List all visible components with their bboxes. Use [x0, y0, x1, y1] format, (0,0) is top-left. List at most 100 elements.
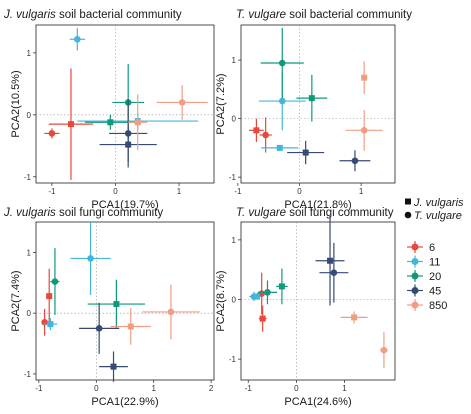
marker-circle — [87, 255, 94, 262]
marker-circle — [262, 131, 269, 139]
x-tick-label: -1 — [35, 384, 43, 393]
legend-circle-icon — [404, 211, 412, 219]
y-tick-label: 1 — [27, 248, 32, 257]
x-tick-label: 0 — [294, 384, 299, 393]
marker-square — [259, 315, 266, 322]
marker-square — [67, 121, 74, 128]
x-tick-label: 0 — [113, 187, 118, 196]
marker-circle — [278, 59, 286, 67]
x-tick-label: -1 — [48, 187, 56, 196]
panel-title-species: J. vulgaris — [3, 9, 56, 21]
data-point-6-square — [258, 305, 267, 332]
data-point-850-circle — [345, 109, 383, 151]
x-tick-label: 1 — [177, 187, 182, 196]
y-axis-label: PCA2(7.2%) — [215, 73, 227, 134]
data-point-20-circle — [260, 27, 304, 99]
data-point-11-square — [253, 293, 261, 300]
marker-circle — [74, 35, 81, 43]
plot-frame — [240, 221, 396, 381]
legend-color-label: 6 — [429, 242, 435, 254]
data-point-11-circle — [70, 222, 111, 295]
data-point-45-circle — [79, 302, 120, 354]
data-point-6-square — [46, 268, 53, 324]
marker-square — [110, 363, 117, 370]
marker-circle — [95, 325, 103, 332]
marker-square — [46, 293, 53, 300]
y-tick-label: -1 — [229, 355, 237, 364]
y-tick-label: 0 — [27, 111, 32, 120]
marker-square — [351, 314, 358, 321]
data-point-45-circle — [339, 150, 371, 172]
y-tick-label: 0 — [232, 296, 237, 305]
data-point-850-circle — [380, 332, 388, 369]
data-point-20-circle — [50, 248, 60, 315]
y-tick-label: 1 — [27, 49, 32, 58]
marker-circle — [48, 130, 56, 137]
marker-square — [125, 141, 132, 148]
panel-title: J. vulgaris soil fungi community — [3, 207, 163, 219]
data-point-20-circle — [257, 280, 278, 305]
y-tick-label: -1 — [24, 370, 32, 379]
legend-color-swatch — [411, 301, 419, 309]
y-tick-label: -1 — [229, 173, 237, 182]
legend-shape-label: J. vulgaris — [413, 197, 464, 209]
panel-2: T. vulgare soil bacterial community -1 0 1 -… — [215, 9, 412, 211]
panel-title-species: T. vulgare — [236, 207, 286, 219]
panel-title-species: J. vulgaris — [3, 207, 56, 219]
plot-frame — [35, 24, 215, 184]
marker-square — [253, 293, 260, 300]
legend-shape-label: T. vulgare — [414, 210, 462, 222]
marker-square — [276, 144, 283, 151]
data-point-6-circle — [44, 128, 60, 139]
marker-circle — [330, 269, 338, 276]
data-point-20-square — [296, 74, 328, 122]
marker-square — [113, 301, 120, 308]
marker-square — [253, 127, 260, 134]
y-tick-label: 1 — [232, 236, 237, 245]
marker-circle — [351, 157, 359, 165]
panel-3: J. vulgaris soil fungi community -1 0 1 2 -1 0… — [3, 207, 215, 408]
marker-square — [308, 95, 315, 102]
y-axis-label: PCA2(7.4%) — [10, 270, 22, 331]
marker-square — [361, 74, 368, 81]
x-tick-label: -1 — [245, 384, 253, 393]
marker-square — [107, 119, 114, 126]
marker-square — [278, 283, 285, 290]
x-axis-label: PCA1(24.6%) — [284, 396, 351, 408]
data-point-20-square — [87, 279, 146, 329]
x-axis-label: PCA1(21.8%) — [284, 199, 351, 211]
x-tick-label: 2 — [209, 384, 214, 393]
legend-color-label: 20 — [429, 271, 441, 283]
panel-title: T. vulgare soil fungi community — [236, 207, 394, 219]
marker-circle — [380, 346, 388, 354]
marker-square — [127, 323, 134, 330]
panel-title-species: T. vulgare — [236, 9, 286, 21]
marker-circle — [51, 278, 59, 285]
data-point-45-square — [287, 140, 325, 165]
marker-square — [327, 257, 334, 264]
x-tick-label: 1 — [342, 384, 347, 393]
marker-circle — [278, 97, 286, 105]
marker-circle — [178, 99, 186, 106]
panel-title-community: soil fungi community — [56, 207, 164, 219]
marker-square — [302, 149, 309, 156]
x-tick-label: 1 — [359, 187, 364, 196]
marker-circle — [167, 308, 175, 316]
y-axis-label: PCA2(10.5%) — [10, 70, 22, 137]
x-tick-label: 0 — [94, 384, 99, 393]
y-tick-label: 1 — [232, 56, 237, 65]
data-point-20-square — [276, 268, 288, 305]
plot-frame — [35, 221, 215, 381]
data-point-6-square — [249, 118, 264, 143]
legend-color-label: 850 — [429, 300, 447, 312]
panel-title-community: soil bacterial community — [286, 9, 412, 21]
x-axis-label: PCA1(19.7%) — [91, 199, 158, 211]
data-point-850-square — [361, 61, 368, 95]
data-point-850-circle — [156, 85, 208, 120]
y-tick-label: 0 — [27, 309, 32, 318]
data-point-20-square — [84, 114, 136, 130]
data-point-45-square — [315, 216, 345, 306]
data-point-6-circle — [259, 117, 272, 153]
